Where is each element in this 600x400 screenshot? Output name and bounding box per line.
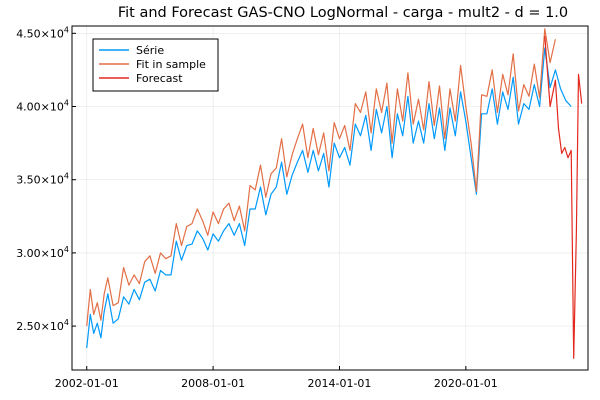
series-line-1 [86,28,556,327]
y-tick-label: 4.50×104 [16,25,69,40]
y-tick-exponent: 4 [64,25,69,34]
legend-box [92,38,219,92]
series [86,28,583,359]
legend-label: Fit in sample [136,58,206,71]
legend-label: Série [136,44,164,57]
y-tick-exponent: 4 [64,172,69,181]
y-tick-exponent: 4 [64,245,69,254]
y-tick-mantissa: 2.50×10 [16,320,64,333]
y-tick-mantissa: 4.00×10 [16,101,64,114]
series-line-2 [544,36,583,359]
x-tick-label: 2020-01-01 [434,377,498,390]
plot-frame [71,25,589,371]
y-tick-label: 3.00×104 [16,245,69,260]
y-tick-mantissa: 4.50×10 [16,27,64,40]
y-tick-label: 4.00×104 [16,99,69,114]
y-tick-mantissa: 3.50×10 [16,174,64,187]
y-tick-mantissa: 3.00×10 [16,247,64,260]
y-tick-exponent: 4 [64,318,69,327]
legend-label: Forecast [136,72,183,85]
y-tick-exponent: 4 [64,99,69,108]
x-tick-label: 2008-01-01 [181,377,245,390]
y-tick-label: 3.50×104 [16,172,69,187]
y-tick-label: 2.50×104 [16,318,69,333]
x-tick-label: 2002-01-01 [55,377,119,390]
x-axis-ticks: 2002-01-01 2008-01-01 2014-01-01 2020-01-01 [55,366,498,390]
chart-title: Fit and Forecast GAS-CNO LogNormal - car… [118,5,568,21]
series-line-0 [86,47,572,349]
x-tick-label: 2014-01-01 [308,377,372,390]
